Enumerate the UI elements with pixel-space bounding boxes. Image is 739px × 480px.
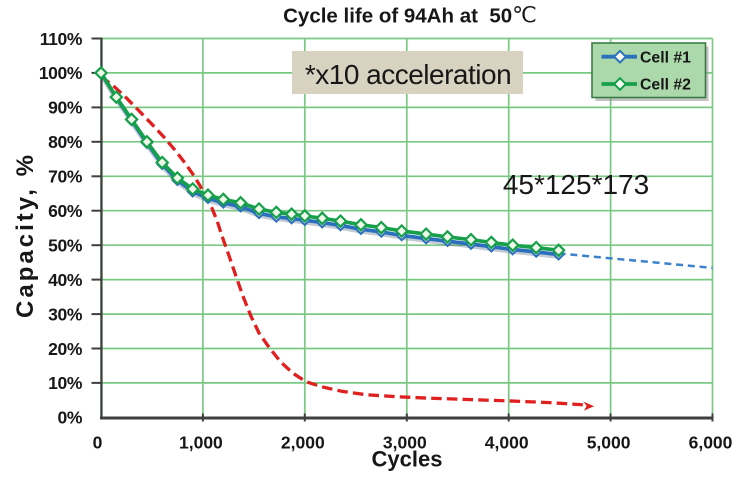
- svg-text:5,000: 5,000: [587, 432, 631, 452]
- svg-text:10%: 10%: [48, 373, 83, 393]
- svg-text:50%: 50%: [48, 236, 83, 256]
- svg-text:80%: 80%: [48, 132, 83, 152]
- svg-text:0%: 0%: [58, 408, 83, 428]
- svg-text:110%: 110%: [40, 29, 83, 49]
- svg-text:100%: 100%: [39, 63, 83, 83]
- svg-text:Cycle life of 94Ah at 50℃: Cycle life of 94Ah at 50℃: [283, 3, 537, 28]
- svg-text:Cycles: Cycles: [372, 447, 443, 472]
- svg-text:45*125*173: 45*125*173: [503, 169, 649, 200]
- svg-text:1,000: 1,000: [179, 432, 223, 452]
- svg-text:*x10 acceleration: *x10 acceleration: [305, 59, 511, 90]
- svg-text:4,000: 4,000: [485, 432, 529, 452]
- svg-text:90%: 90%: [48, 98, 83, 118]
- svg-text:Cell #2: Cell #2: [640, 77, 691, 94]
- svg-text:2,000: 2,000: [281, 432, 325, 452]
- svg-text:0: 0: [93, 432, 103, 452]
- svg-text:60%: 60%: [48, 201, 83, 221]
- svg-text:3,000: 3,000: [383, 432, 427, 452]
- svg-text:30%: 30%: [48, 304, 83, 324]
- svg-text:70%: 70%: [48, 167, 83, 187]
- svg-text:40%: 40%: [48, 270, 83, 290]
- svg-text:Cell #1: Cell #1: [640, 49, 691, 66]
- svg-text:20%: 20%: [48, 339, 83, 359]
- svg-text:Capacity, %: Capacity, %: [12, 152, 39, 318]
- svg-text:6,000: 6,000: [689, 432, 733, 452]
